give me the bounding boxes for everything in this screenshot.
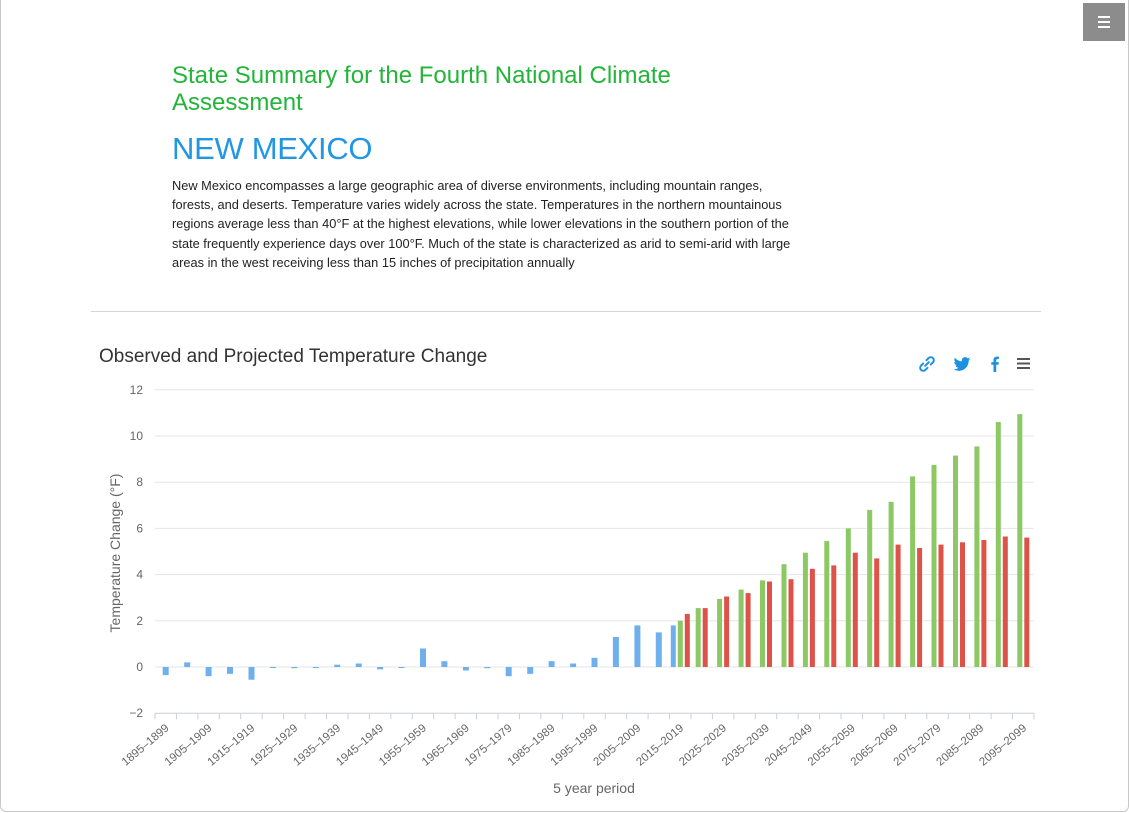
hamburger-menu-icon: [1098, 16, 1110, 28]
y-tick-label: 6: [136, 521, 143, 535]
higher_emissions-bar: [960, 542, 965, 667]
facebook-icon[interactable]: [985, 354, 1005, 374]
observed-bar: [312, 667, 319, 668]
observed-bar: [248, 667, 255, 680]
grid-lines: [155, 389, 1034, 668]
state-description: New Mexico encompasses a large geographi…: [172, 178, 791, 270]
x-tick-label: 2095–2099: [977, 722, 1029, 768]
lower_emissions-bar: [867, 509, 873, 667]
higher_emissions-bar: [981, 540, 987, 667]
higher_emissions-bar: [767, 581, 772, 667]
lower_emissions-bar: [953, 455, 958, 667]
lower_emissions-bar: [802, 552, 808, 667]
section-divider: [91, 311, 1041, 312]
higher_emissions-bar: [702, 608, 708, 667]
observed-bar: [570, 663, 577, 667]
observed-bar: [634, 625, 641, 667]
higher_emissions-bar: [852, 552, 858, 667]
observed-bar: [184, 662, 191, 667]
observed-bar: [670, 625, 676, 667]
lower_emissions-bar: [760, 580, 765, 667]
observed-bar: [398, 667, 405, 668]
higher_emissions-bar: [895, 544, 901, 667]
lower_emissions-bar: [695, 608, 701, 667]
chart-title: Observed and Projected Temperature Chang…: [99, 346, 488, 367]
observed-bar: [591, 657, 598, 667]
lower_emissions-bar: [738, 589, 744, 667]
observed-bar: [505, 667, 512, 677]
observed-bar: [441, 661, 448, 667]
chart-bars: [162, 414, 1030, 680]
link-icon[interactable]: [917, 354, 937, 374]
higher_emissions-bar: [938, 544, 944, 667]
higher_emissions-bar: [917, 548, 923, 667]
higher_emissions-bar: [684, 613, 690, 667]
y-tick-label: 12: [130, 383, 144, 397]
state-title: NEW MEXICO: [172, 131, 373, 166]
lower_emissions-bar: [910, 476, 916, 667]
observed-bar: [355, 663, 362, 667]
higher_emissions-bar: [745, 593, 751, 667]
lower_emissions-bar: [845, 528, 851, 667]
y-tick-label: −2: [129, 706, 143, 720]
observed-bar: [462, 667, 469, 671]
observed-bar: [162, 667, 169, 676]
lower_emissions-bar: [717, 598, 723, 667]
y-tick-label: 10: [130, 429, 144, 443]
observed-bar: [527, 667, 534, 674]
observed-bar: [484, 667, 491, 669]
lower_emissions-bar: [974, 446, 980, 667]
lower_emissions-bar: [824, 541, 830, 667]
lower_emissions-bar: [677, 620, 683, 667]
observed-bar: [227, 667, 233, 674]
observed-bar: [377, 667, 384, 670]
observed-bar: [205, 667, 212, 677]
y-tick-label: 0: [136, 660, 143, 674]
higher_emissions-bar: [1024, 537, 1030, 667]
x-axis: 1895–18991905–19091915–19191925–19291935…: [120, 712, 1035, 768]
observed-bar: [269, 667, 276, 668]
report-supertitle: State Summary for the Fourth National Cl…: [172, 62, 671, 116]
observed-bar: [612, 637, 619, 667]
lower_emissions-bar: [888, 501, 894, 667]
twitter-icon[interactable]: [952, 354, 972, 374]
y-axis-label: Temperature Change (°F): [107, 474, 123, 633]
y-axis-tick-labels: −2 0 2 4 6 8 10 12: [129, 383, 143, 720]
higher_emissions-bar: [809, 568, 815, 667]
chart-menu-icon[interactable]: [1014, 354, 1034, 374]
higher_emissions-bar: [788, 579, 794, 667]
x-axis-label: 5 year period: [553, 780, 635, 796]
y-tick-label: 4: [136, 568, 143, 582]
lower_emissions-bar: [781, 564, 787, 667]
observed-bar: [420, 648, 426, 667]
higher_emissions-bar: [724, 596, 730, 667]
observed-bar: [655, 632, 662, 667]
y-tick-label: 2: [136, 614, 143, 628]
higher_emissions-bar: [831, 565, 837, 667]
lower_emissions-bar: [995, 422, 1001, 667]
lower_emissions-bar: [931, 464, 937, 667]
y-tick-label: 8: [136, 475, 143, 489]
higher_emissions-bar: [1002, 536, 1008, 667]
observed-bar: [334, 664, 341, 667]
observed-bar: [291, 667, 298, 669]
higher_emissions-bar: [874, 558, 880, 667]
observed-bar: [548, 661, 555, 667]
lower_emissions-bar: [1017, 414, 1023, 667]
hamburger-menu-button[interactable]: [1083, 3, 1125, 41]
